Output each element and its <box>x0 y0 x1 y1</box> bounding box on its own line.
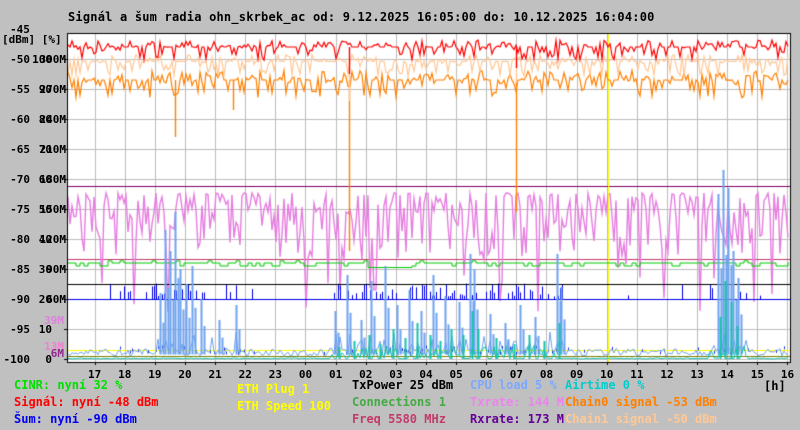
chart-title: Signál a šum radia ohn_skrbek_ac od: 9.1… <box>68 10 655 24</box>
x-axis-hour-label: 09 <box>569 368 584 381</box>
x-axis-hour-label: 16 <box>780 368 795 381</box>
y-axis-label-rate: 270M <box>39 83 67 96</box>
y-axis-label-pct: 80 <box>38 113 52 126</box>
legend-airtime: Airtime 0 % <box>565 378 645 392</box>
y-axis-label-dbm: -50 <box>10 53 30 66</box>
x-axis-hour-label: 06 <box>479 368 493 381</box>
legend-signal: Signál: nyní -48 dBm <box>14 395 159 409</box>
y-axis-label-pct: 100 <box>32 53 52 66</box>
y-axis-label-dbm: -70 <box>10 173 30 186</box>
y-axis-label-rate: 90M <box>46 263 66 276</box>
legend-cpu-load: CPU load 5 % <box>470 378 557 392</box>
y-axis-label-pct: 30 <box>38 263 52 276</box>
x-axis-hour-label: 02 <box>359 368 373 381</box>
x-axis-hour-label: 19 <box>148 368 162 381</box>
legend-eth-speed: ETH Speed 100 <box>237 399 331 413</box>
y-axis-label-dbm: -60 <box>10 113 30 126</box>
y-axis-label-rate-pink: 39M <box>44 314 64 327</box>
y-axis-label-pct: 60 <box>38 173 52 186</box>
x-axis-hour-label: 17 <box>87 368 102 381</box>
y-axis-label-dbm: -65 <box>10 143 30 156</box>
y-axis-label-dbm: -80 <box>10 233 30 246</box>
x-axis-unit-label: [h] <box>764 379 786 393</box>
legend-chain1: Chain1 signal -50 dBm <box>565 412 717 426</box>
y-axis-label-rate: 180M <box>39 173 67 186</box>
legend-txpower: TxPower 25 dBm <box>352 378 454 392</box>
x-axis-hour-label: 20 <box>178 368 192 381</box>
x-axis-hour-label: 23 <box>268 368 282 381</box>
y-axis-label-pct: 40 <box>38 233 52 246</box>
y-axis-label-rate: 60M <box>46 293 66 306</box>
legend-chain0: Chain0 signal -53 dBm <box>565 395 717 409</box>
y-axis-label-pct: 50 <box>38 203 52 216</box>
x-axis-hour-label: 10 <box>600 368 614 381</box>
x-axis-hour-label: 22 <box>238 368 252 381</box>
y-axis-label-rate: 120M <box>39 233 67 246</box>
x-axis-hour-label: 11 <box>630 368 644 381</box>
x-axis-hour-label: 05 <box>449 368 463 381</box>
x-axis-hour-label: 21 <box>208 368 222 381</box>
y-axis-label-dbm: -75 <box>10 203 30 216</box>
x-axis-hour-label: 08 <box>539 368 554 381</box>
legend-freq: Freq 5580 MHz <box>352 412 446 426</box>
legend-connections: Connections 1 <box>352 395 446 409</box>
y-axis-top-dbm-label: -45 <box>10 23 30 36</box>
y-axis-label-dbm: -55 <box>10 83 30 96</box>
legend-cinr: CINR: nyní 32 % <box>14 378 123 392</box>
x-axis-hour-label: 00 <box>298 368 313 381</box>
legend-noise: Šum: nyní -90 dBm <box>14 412 137 426</box>
y-axis-label-dbm: -85 <box>10 263 30 276</box>
legend-eth-plug: ETH Plug 1 <box>237 382 310 396</box>
y-axis-unit-label: [dBm] [%] <box>2 33 62 46</box>
y-axis-label-dbm: -95 <box>10 323 30 336</box>
x-axis-hour-label: 15 <box>750 368 764 381</box>
y-axis-label-pct: 70 <box>38 143 52 156</box>
x-axis-hour-label: 18 <box>118 368 132 381</box>
y-axis-label-pct: 20 <box>38 293 52 306</box>
y-axis-label-dbm: -100 <box>3 353 31 366</box>
y-axis-label-rate-pink: 13M <box>44 340 64 353</box>
x-axis-hour-label: 04 <box>419 368 433 381</box>
legend-txrate: Txrate: 144 M <box>470 395 564 409</box>
y-axis-label-dbm: -90 <box>10 293 30 306</box>
x-axis-hour-label: 07 <box>509 368 523 381</box>
x-axis-hour-label: 12 <box>660 368 674 381</box>
y-axis-label-rate-pink: 6M <box>50 347 64 360</box>
legend-rxrate: Rxrate: 173 M <box>470 412 564 426</box>
y-axis-label-pct: 10 <box>38 323 52 336</box>
x-axis-hour-label: 14 <box>720 368 734 381</box>
y-axis-label-rate: 150M <box>39 203 67 216</box>
x-axis-hour-label: 03 <box>389 368 403 381</box>
y-axis-label-rate: 210M <box>39 143 67 156</box>
y-axis-label-rate: 240M <box>39 113 67 126</box>
y-axis-label-rate: 300M <box>39 53 67 66</box>
x-axis-hour-label: 13 <box>690 368 704 381</box>
y-axis-label-pct: 0 <box>45 353 52 366</box>
x-axis-hour-label: 01 <box>328 368 343 381</box>
y-axis-label-pct: 90 <box>38 83 52 96</box>
